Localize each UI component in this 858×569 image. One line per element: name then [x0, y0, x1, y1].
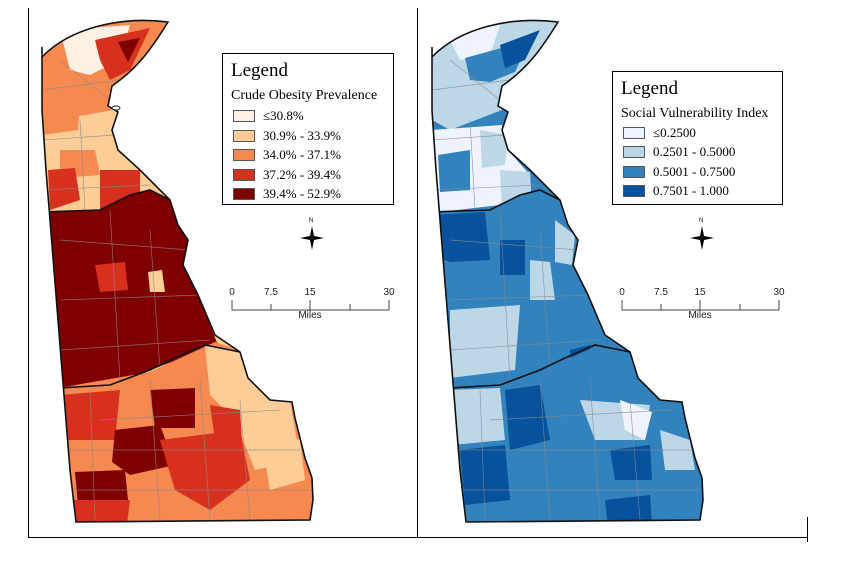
legend-item-label: ≤0.2500	[653, 125, 696, 140]
legend-item-label: 0.2501 - 0.5000	[653, 144, 736, 159]
svi-region	[438, 150, 470, 192]
legend-swatch	[623, 166, 645, 178]
obesity-region	[60, 390, 120, 440]
obesity-region	[210, 405, 242, 440]
svi-region	[460, 445, 510, 505]
svi-region	[450, 305, 520, 378]
svi-region	[610, 445, 652, 480]
legend-swatch	[233, 169, 255, 181]
north-arrow: N	[690, 218, 714, 250]
svi-region	[605, 495, 652, 523]
legend-item-label: 39.4% - 52.9%	[263, 186, 341, 201]
state-outline	[431, 19, 704, 523]
legend-swatch	[233, 188, 255, 200]
legend-item-label: 34.0% - 37.1%	[263, 147, 341, 162]
center-divider	[417, 8, 418, 538]
right-border	[807, 517, 808, 542]
north-label: N	[699, 218, 704, 224]
compass-rose-icon	[690, 226, 714, 250]
legend-swatch	[233, 110, 255, 122]
legend-subtitle: Crude Obesity Prevalence	[231, 88, 378, 103]
svi-region	[505, 385, 550, 450]
obesity-region	[150, 388, 195, 428]
legend-swatch	[623, 127, 645, 139]
bottom-border	[28, 537, 808, 538]
svi-choropleth	[431, 19, 704, 523]
scale-tick-label: 0	[229, 287, 235, 298]
scale-tick-label: 30	[773, 287, 785, 298]
north-arrow: N	[300, 218, 324, 250]
svi-legend: Legend Social Vulnerability Index ≤0.250…	[612, 71, 783, 205]
obesity-region	[42, 190, 218, 388]
legend-title: Legend	[231, 60, 288, 81]
scale-tick-label: 7.5	[264, 287, 278, 298]
obesity-legend: Legend Crude Obesity Prevalence ≤30.8% 3…	[222, 53, 394, 205]
obesity-region	[260, 430, 305, 490]
svi-region	[480, 130, 508, 168]
legend-item-label: ≤30.8%	[263, 108, 304, 123]
obesity-region	[65, 500, 130, 523]
obesity-map-panel: Legend Crude Obesity Prevalence ≤30.8% 3…	[0, 0, 418, 537]
obesity-region	[148, 270, 165, 292]
scale-bar: 0 7.5 15 30 Miles	[618, 287, 788, 321]
svi-map-panel: Legend Social Vulnerability Index ≤0.250…	[390, 0, 808, 537]
state-outline	[41, 19, 314, 523]
scale-tick-label: 30	[383, 287, 395, 298]
obesity-region	[42, 98, 80, 135]
obesity-choropleth	[41, 19, 314, 523]
legend-item-label: 0.7501 - 1.000	[653, 183, 729, 198]
legend-swatch	[623, 146, 645, 158]
legend-subtitle: Social Vulnerability Index	[621, 106, 769, 121]
svi-region	[500, 240, 525, 275]
legend-item-label: 37.2% - 39.4%	[263, 167, 341, 182]
scale-tick-label: 15	[694, 287, 706, 298]
legend-title: Legend	[621, 78, 678, 99]
legend-swatch	[233, 149, 255, 161]
legend-item-label: 30.9% - 33.9%	[263, 128, 341, 143]
obesity-region	[95, 262, 128, 292]
obesity-region	[75, 470, 128, 505]
svi-region	[620, 400, 652, 440]
scale-units: Miles	[688, 310, 712, 321]
scale-bar: 0 7.5 15 30 Miles	[228, 287, 398, 321]
scale-bar-line	[231, 300, 390, 311]
scale-tick-label: 7.5	[654, 287, 668, 298]
legend-swatch	[623, 185, 645, 197]
scale-bar-line	[621, 300, 780, 311]
scale-tick-label: 15	[304, 287, 316, 298]
obesity-region	[118, 38, 140, 62]
island	[111, 105, 121, 111]
scale-units: Miles	[298, 310, 322, 321]
compass-rose-icon	[300, 226, 324, 250]
scale-tick-label: 0	[619, 287, 625, 298]
svi-region	[555, 220, 575, 265]
legend-item-label: 0.5001 - 0.7500	[653, 164, 736, 179]
svi-region	[530, 260, 555, 300]
legend-swatch	[233, 130, 255, 142]
svi-region	[432, 212, 490, 262]
svi-region	[500, 30, 540, 68]
svi-region	[450, 388, 505, 445]
north-label: N	[309, 218, 314, 224]
left-border	[28, 8, 29, 538]
